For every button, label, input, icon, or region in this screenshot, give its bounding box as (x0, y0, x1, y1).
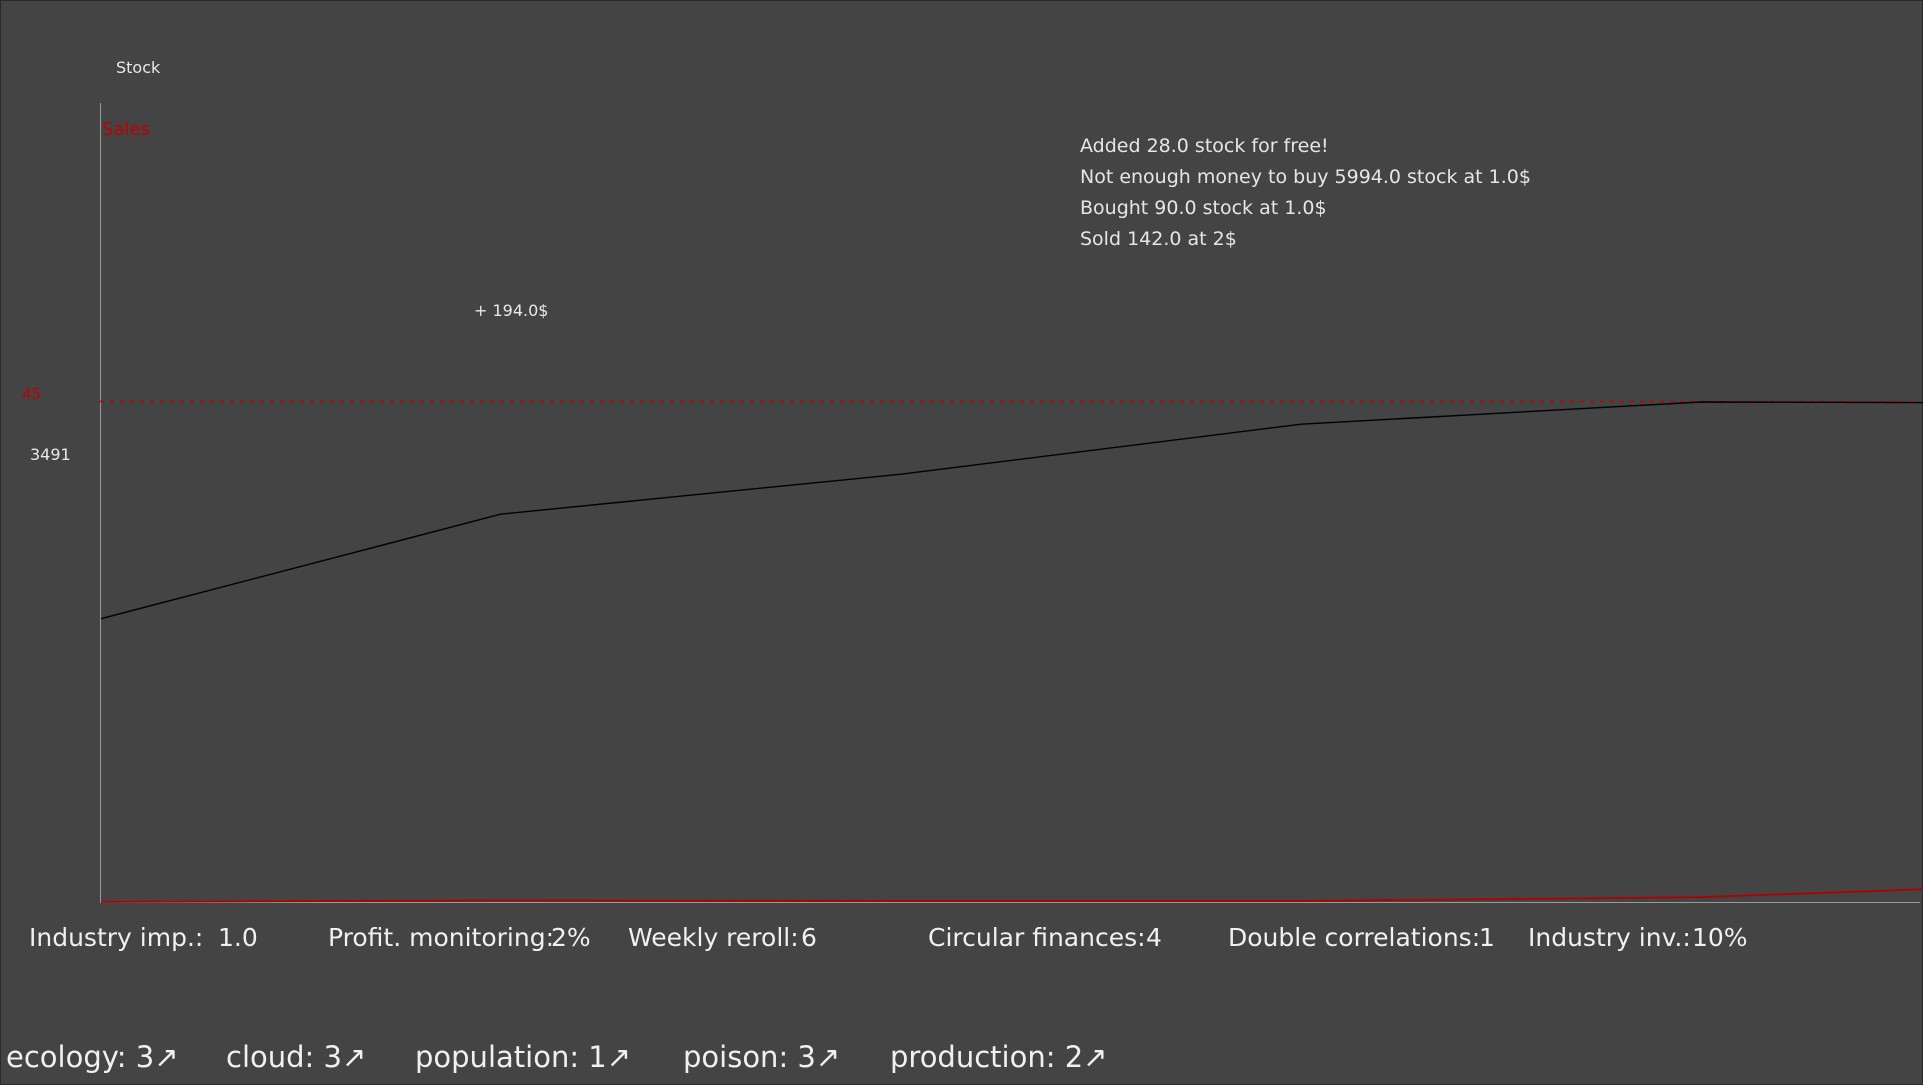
stat-double-correlations-value: 1 (1479, 923, 1495, 952)
sales-axis-label: Sales (102, 119, 150, 140)
stat-weekly-reroll-label: Weekly reroll: (628, 923, 799, 952)
perk-label: production: 2 (890, 1040, 1084, 1074)
stats-bar: Industry imp.: 1.0 Profit. monitoring: 2… (0, 923, 1923, 959)
stat-double-correlations-label: Double correlations: (1228, 923, 1481, 952)
log-entry: Not enough money to buy 5994.0 stock at … (1080, 166, 1531, 188)
perk-poison[interactable]: poison: 3↗ (683, 1040, 840, 1074)
stat-profit-monitoring-label: Profit. monitoring: (328, 923, 555, 952)
stat-profit-monitoring-value: 2% (551, 923, 591, 952)
arrow-up-right-icon: ↗ (606, 1040, 632, 1074)
stat-circular-finances-label: Circular finances: (928, 923, 1146, 952)
perk-bar: ecology: 3↗ cloud: 3↗ population: 1↗ poi… (0, 1040, 1923, 1076)
perk-production[interactable]: production: 2↗ (890, 1040, 1107, 1074)
arrow-up-right-icon: ↗ (815, 1040, 841, 1074)
stat-weekly-reroll-value: 6 (801, 923, 817, 952)
arrow-up-right-icon: ↗ (154, 1040, 179, 1074)
stat-industry-inv-value: 10% (1692, 923, 1748, 952)
profit-gain-label: + 194.0$ (474, 301, 549, 320)
perk-ecology[interactable]: ecology: 3↗ (6, 1040, 179, 1074)
event-log: Added 28.0 stock for free! Not enough mo… (1080, 131, 1531, 255)
stock-series-line (100, 401, 1923, 620)
log-entry: Bought 90.0 stock at 1.0$ (1080, 197, 1327, 219)
stat-circular-finances-value: 4 (1146, 923, 1162, 952)
arrow-up-right-icon: ↗ (1083, 1040, 1108, 1074)
threshold-value-label: 45 (22, 385, 42, 403)
log-entry: Added 28.0 stock for free! (1080, 135, 1329, 157)
perk-label: poison: 3 (683, 1040, 816, 1074)
sales-series-line (100, 888, 1923, 903)
perk-label: population: 1 (415, 1040, 607, 1074)
stock-axis-label: Stock (116, 58, 161, 77)
perk-label: cloud: 3 (226, 1040, 342, 1074)
perk-cloud[interactable]: cloud: 3↗ (226, 1040, 366, 1074)
stat-industry-inv-label: Industry inv.: (1528, 923, 1691, 952)
log-entry: Sold 142.0 at 2$ (1080, 228, 1237, 250)
perk-population[interactable]: population: 1↗ (415, 1040, 631, 1074)
stock-value-label: 3491 (30, 445, 71, 464)
arrow-up-right-icon: ↗ (341, 1040, 367, 1074)
perk-label: ecology: 3 (6, 1040, 155, 1074)
stat-industry-imp-label: Industry imp.: (29, 923, 204, 952)
stat-industry-imp-value: 1.0 (218, 923, 258, 952)
